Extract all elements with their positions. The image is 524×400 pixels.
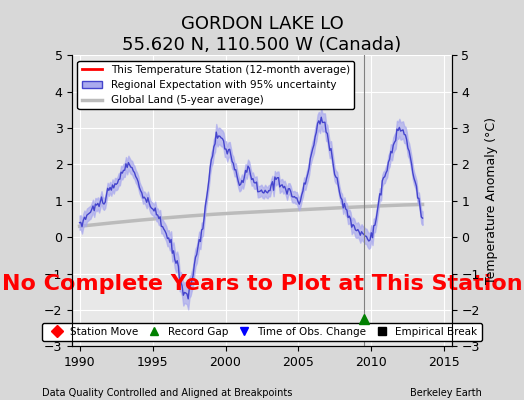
- Text: Berkeley Earth: Berkeley Earth: [410, 388, 482, 398]
- Title: GORDON LAKE LO
55.620 N, 110.500 W (Canada): GORDON LAKE LO 55.620 N, 110.500 W (Cana…: [123, 15, 401, 54]
- Text: No Complete Years to Plot at This Station: No Complete Years to Plot at This Statio…: [2, 274, 522, 294]
- Legend: Station Move, Record Gap, Time of Obs. Change, Empirical Break: Station Move, Record Gap, Time of Obs. C…: [42, 323, 482, 341]
- Text: Data Quality Controlled and Aligned at Breakpoints: Data Quality Controlled and Aligned at B…: [42, 388, 292, 398]
- Y-axis label: Temperature Anomaly (°C): Temperature Anomaly (°C): [485, 117, 498, 284]
